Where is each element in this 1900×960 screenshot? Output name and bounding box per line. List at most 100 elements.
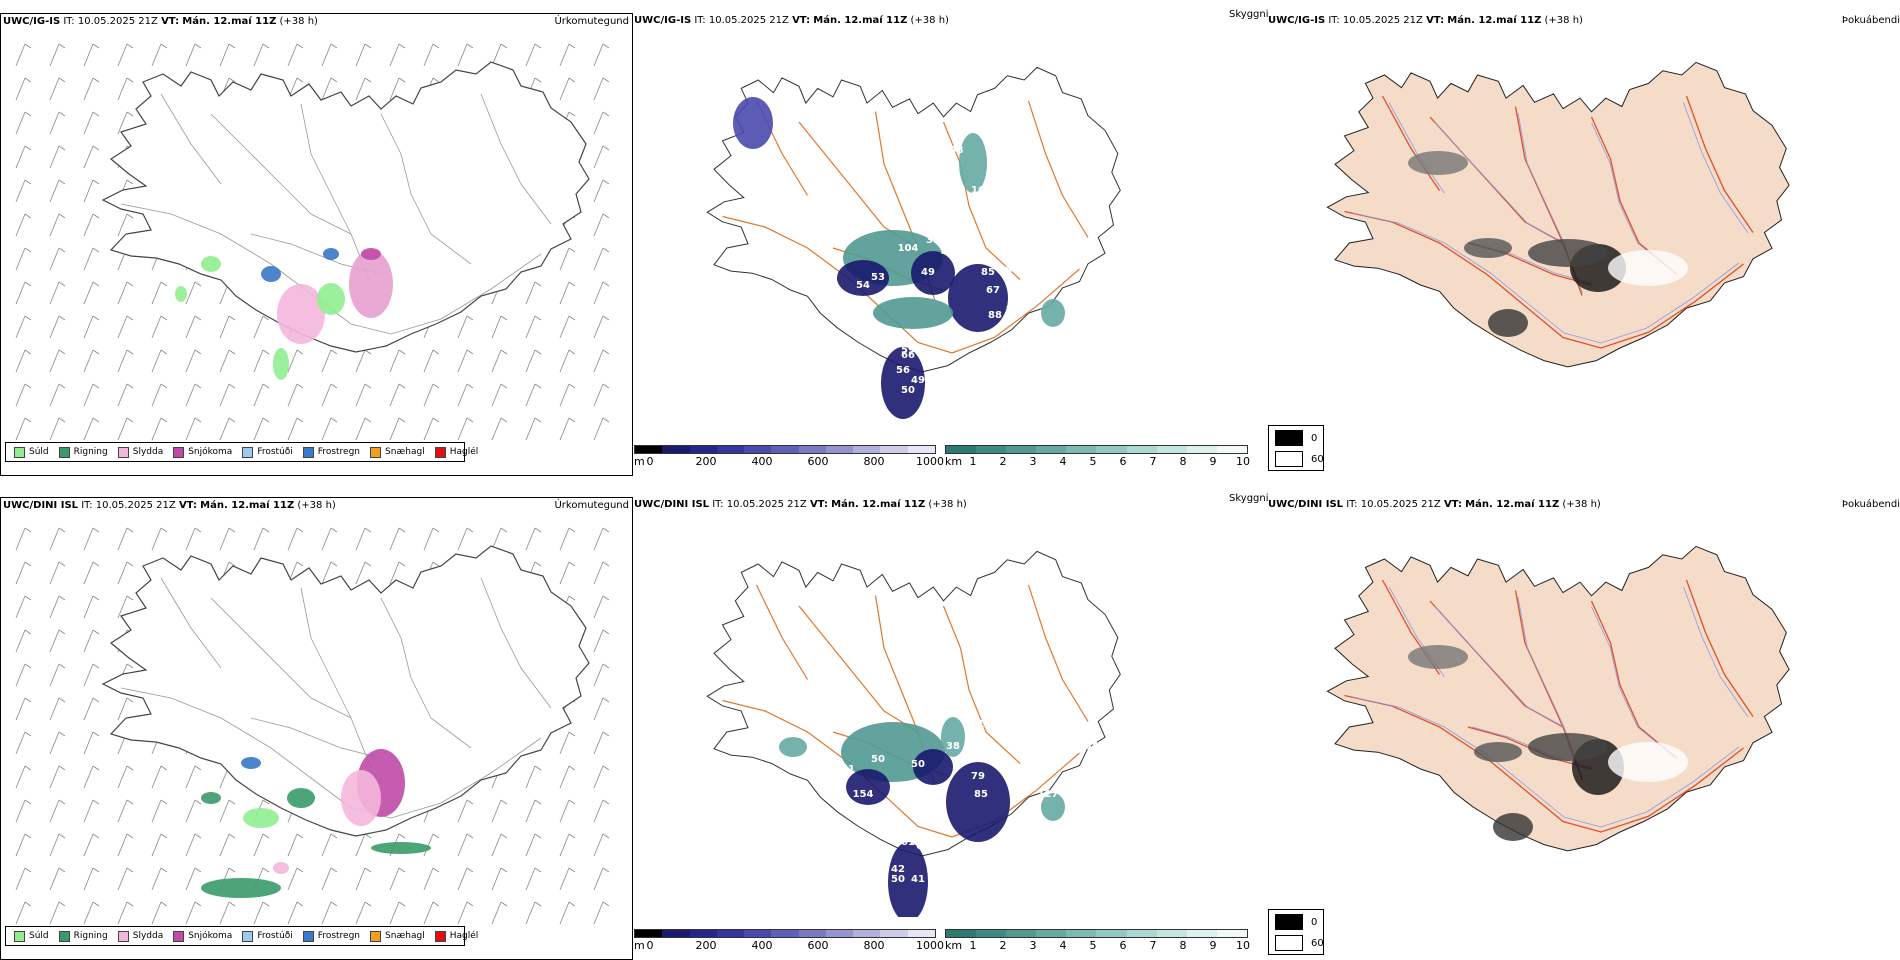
- iceland-coastline: [706, 550, 1121, 857]
- wind-barb: [491, 901, 508, 925]
- colorbar-tick: 3: [1029, 939, 1037, 952]
- legend-item-slydda: Slydda: [117, 930, 163, 942]
- wind-barb: [117, 697, 134, 721]
- visibility-value-label: 66: [916, 841, 930, 852]
- wind-barb: [559, 731, 576, 755]
- precip-area: [241, 757, 261, 769]
- visibility-distance-colorbar: km 1 2 3 4 5 6 7 8 9 10: [945, 929, 1250, 955]
- wind-barb: [389, 561, 406, 585]
- wind-barb: [491, 867, 508, 891]
- visibility-area: [733, 97, 773, 149]
- road-line: [380, 597, 472, 749]
- fog-area: [1464, 238, 1512, 258]
- wind-barb: [559, 561, 576, 585]
- wind-barb: [457, 315, 474, 339]
- wind-barb: [253, 527, 270, 551]
- wind-barb: [593, 111, 610, 135]
- legend-item-súld: Súld: [14, 930, 49, 942]
- wind-barb: [559, 383, 576, 407]
- wind-barb: [457, 527, 474, 551]
- valid-time-label: VT:: [1426, 15, 1445, 26]
- valid-time-label: VT:: [792, 15, 811, 26]
- legend-swatch: [58, 446, 70, 458]
- visibility-value-label: 67: [986, 285, 1000, 296]
- visibility-value-label: 98: [981, 741, 995, 752]
- wind-barb: [355, 833, 372, 857]
- legend-item-súld: Súld: [14, 446, 49, 458]
- wind-barb: [49, 799, 66, 823]
- visibility-value-label: 50: [696, 235, 710, 246]
- visibility-value-label: 104: [898, 243, 919, 254]
- wind-barb: [491, 349, 508, 373]
- colorbar-tick: 0: [646, 939, 654, 952]
- iceland-coastline: [101, 545, 590, 837]
- visibility-area: [873, 297, 953, 329]
- visibility-value-label: 50: [901, 385, 915, 396]
- visibility-value-label: 60: [836, 215, 850, 226]
- visibility-value-label: 66: [901, 350, 915, 361]
- wind-barb: [219, 799, 236, 823]
- wind-barb: [423, 867, 440, 891]
- wind-barb: [185, 833, 202, 857]
- visibility-value-label: 16: [971, 185, 985, 196]
- road-line: [1344, 210, 1744, 349]
- fog-area: [1408, 151, 1468, 175]
- legend-swatch: [434, 446, 446, 458]
- wind-barb: [15, 145, 32, 169]
- wind-barb: [287, 867, 304, 891]
- valid-time-label: VT:: [1443, 499, 1462, 510]
- wind-barb: [83, 349, 100, 373]
- visibility-map-panel: UWC/DINI ISL IT: 10.05.2025 21Z VT: Mán.…: [633, 493, 1269, 960]
- fog-area: [1608, 250, 1688, 286]
- wind-barb: [253, 833, 270, 857]
- visibility-area: [911, 251, 955, 295]
- vis-header: UWC/IG-IS IT: 10.05.2025 21Z VT: Mán. 12…: [634, 15, 949, 27]
- legend-item-frostregn: Frostregn: [302, 930, 360, 942]
- fog-area: [1493, 813, 1533, 841]
- wind-barb: [593, 833, 610, 857]
- colorbar-unit: km: [945, 455, 963, 468]
- wind-barb: [151, 765, 168, 789]
- wind-barb: [117, 561, 134, 585]
- visibility-distance-colorbar: km 1 2 3 4 5 6 7 8 9 10: [945, 445, 1250, 471]
- wind-barb: [15, 315, 32, 339]
- wind-barb: [117, 349, 134, 373]
- wind-barb: [15, 663, 32, 687]
- wind-barb: [321, 77, 338, 101]
- road-line: [300, 587, 372, 769]
- wind-barb: [15, 213, 32, 237]
- legend-label: Haglél: [449, 931, 479, 941]
- visibility-area: [959, 133, 987, 193]
- model-name: UWC/DINI ISL: [3, 500, 79, 511]
- visibility-area: [1041, 793, 1065, 821]
- wind-barb: [457, 799, 474, 823]
- wind-barb: [287, 901, 304, 925]
- wind-barb: [49, 383, 66, 407]
- init-time: IT: 10.05.2025 21Z: [1328, 15, 1423, 26]
- wind-barb: [83, 799, 100, 823]
- fog-map: [1326, 545, 1790, 852]
- colorbar-tick: 9: [1209, 939, 1217, 952]
- wind-barb: [593, 179, 610, 203]
- wind-barb: [593, 561, 610, 585]
- wind-barb: [117, 77, 134, 101]
- precip-type-legend: Súld Rigning Slydda Snjókoma Frostúði Frostre…: [5, 926, 478, 946]
- wind-barb: [423, 43, 440, 67]
- visibility-area: [913, 749, 953, 785]
- colorbar-tick: 1000: [916, 455, 944, 468]
- legend-label: Frostúði: [257, 931, 293, 941]
- wind-barb: [355, 43, 372, 67]
- precip-area: [273, 348, 289, 380]
- legend-item-rigning: Rigning: [58, 930, 108, 942]
- visibility-value-label: 50: [911, 759, 925, 770]
- colorbar-strip: [945, 929, 1248, 938]
- wind-barb: [219, 43, 236, 67]
- colorbar-strip: [945, 445, 1248, 454]
- wind-barb: [593, 697, 610, 721]
- visibility-value-label: 41: [911, 874, 925, 885]
- colorbar-tick: 6: [1119, 939, 1127, 952]
- wind-barb: [49, 43, 66, 67]
- wind-barb: [253, 901, 270, 925]
- visibility-value-label: 127: [1038, 789, 1059, 800]
